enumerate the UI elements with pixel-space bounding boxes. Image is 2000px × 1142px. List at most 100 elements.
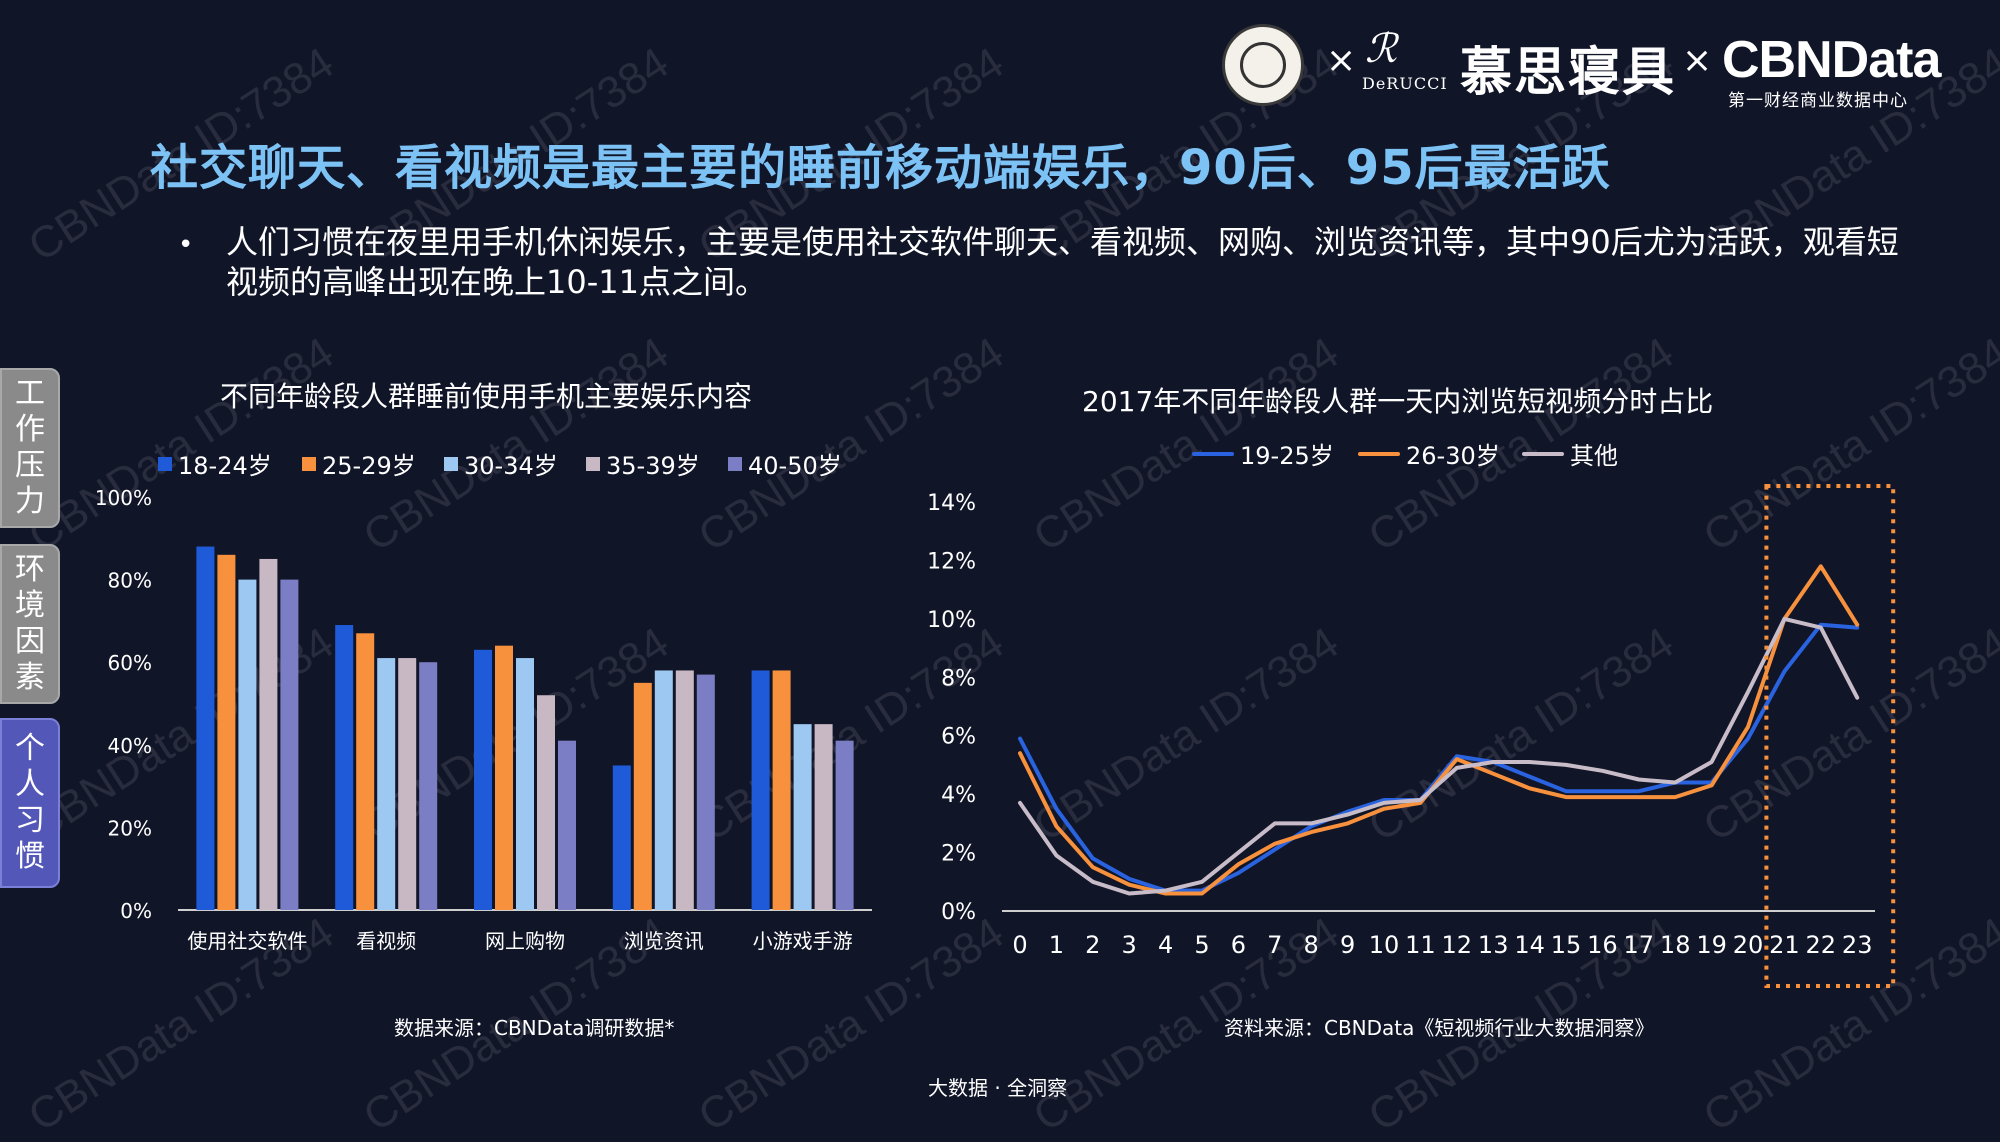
side-tab-char: 环 [15,552,45,587]
x-tick-label: 14 [1514,931,1545,959]
bar [259,558,278,910]
page-title: 社交聊天、看视频是最主要的睡前移动端娱乐，90后、95后最活跃 [150,140,1611,196]
legend-label: 19-25岁 [1240,442,1334,470]
bar [772,670,791,910]
bar [419,662,438,910]
line-chart-title: 2017年不同年龄段人群一天内浏览短视频分时占比 [1082,385,1714,418]
side-tab-char: 个 [15,731,45,766]
times-icon: × [1682,40,1713,81]
highlight-box [1764,484,1896,988]
side-tab-char: 工 [15,376,45,411]
legend-label: 25-29岁 [322,452,416,480]
side-tab-work-pressure[interactable]: 工 作 压 力 [0,368,60,528]
legend-swatch [158,456,172,471]
y-tick-label: 20% [108,816,152,840]
y-tick-label: 100% [95,486,152,510]
bar-chart-source: 数据来源：CBNData调研数据* [394,1016,675,1040]
x-tick-label: 23 [1842,931,1873,959]
legend-label: 30-34岁 [464,452,558,480]
legend-item: 26-30岁 [1358,436,1500,471]
y-tick-label: 10% [927,608,976,633]
x-tick-label: 19 [1696,931,1727,959]
legend-item: 35-39岁 [586,446,700,481]
line-chart-legend: 19-25岁 26-30岁 其他 [1192,436,1652,470]
bar [675,670,694,910]
times-icon: × [1326,40,1357,81]
derucci-logo-mark: ℛ [1365,26,1397,72]
legend-label: 40-50岁 [748,452,842,480]
y-tick-label: 40% [108,734,152,758]
side-tab-environment[interactable]: 环 境 因 素 [0,544,60,704]
bar [196,546,215,910]
x-tick-label: 4 [1158,931,1173,959]
side-tab-char: 压 [15,448,45,483]
side-tab-personal-habits[interactable]: 个 人 习 惯 [0,718,60,888]
side-tab-char: 力 [15,484,45,519]
bar [654,670,673,910]
x-tick-label: 1 [1049,931,1064,959]
x-tick-label: 使用社交软件 [187,929,307,953]
legend-label: 26-30岁 [1406,442,1500,470]
bar [356,633,375,910]
legend-item: 18-24岁 [158,446,272,481]
footer-slogan: 大数据 · 全洞察 [928,1076,1068,1100]
bar-chart-legend: 18-24岁 25-29岁 30-34岁 35-39岁 40-50岁 [158,446,878,480]
x-tick-label: 9 [1340,931,1355,959]
x-tick-label: 6 [1231,931,1246,959]
y-tick-label: 0% [120,899,152,923]
bullet-icon: • [178,230,194,260]
line-chart-source: 资料来源：CBNData《短视频行业大数据洞察》 [1224,1016,1655,1040]
bar [751,670,770,910]
x-tick-label: 16 [1587,931,1618,959]
bar [217,554,236,910]
cbndata-logo: CBNData [1722,31,1941,89]
x-tick-label: 21 [1769,931,1800,959]
bar [377,658,396,910]
y-tick-label: 80% [108,569,152,593]
legend-item: 19-25岁 [1192,436,1334,471]
x-tick-label: 15 [1551,931,1582,959]
line-chart: 0%2%4%6%8%10%12%14%0 1 2 3 4 5 6 7 8 9 10 11 12 13 14 1… [927,484,1896,988]
bar-chart-title: 不同年龄段人群睡前使用手机主要娱乐内容 [220,380,753,413]
x-tick-label: 小游戏手游 [753,929,853,953]
legend-swatch [1358,451,1400,456]
legend-swatch [1192,451,1234,456]
bar [537,695,555,910]
x-tick-label: 8 [1304,931,1319,959]
legend-swatch [728,456,742,471]
x-tick-label: 22 [1806,931,1837,959]
side-tab-char: 惯 [15,839,45,874]
y-tick-label: 6% [941,725,976,750]
bar-chart: 0% 20% 40% 60% 80% 100% 使用社交软件 看视频 网上购物 浏览资讯 小游戏手游 [95,486,872,953]
derucci-logo-text: DeRUCCI [1362,74,1448,93]
legend-label: 18-24岁 [178,452,272,480]
side-tab-char: 作 [15,412,45,447]
x-tick-label: 浏览资讯 [624,929,704,953]
bar [612,765,631,910]
x-tick-label: 11 [1405,931,1436,959]
side-tab-char: 人 [15,767,45,802]
x-tick-label: 网上购物 [485,929,565,953]
x-tick-label: 13 [1478,931,1509,959]
series-line [1018,622,1860,893]
bar [398,658,417,910]
bar [696,674,715,910]
bullet-text: 人们习惯在夜里用手机休闲娱乐，主要是使用社交软件聊天、看视频、网购、浏览资讯等，… [226,223,1899,301]
cbndata-subtitle: 第一财经商业数据中心 [1728,91,1908,111]
x-tick-label: 18 [1660,931,1691,959]
legend-item: 40-50岁 [728,446,842,481]
y-tick-label: 12% [927,549,976,574]
legend-swatch [586,456,600,471]
bar [814,724,833,910]
bar [558,740,576,910]
x-tick-label: 12 [1442,931,1473,959]
legend-item: 25-29岁 [302,446,416,481]
side-tab-char: 境 [15,588,45,623]
x-tick-label: 5 [1194,931,1209,959]
x-tick-label: 20 [1733,931,1764,959]
bar [793,724,812,910]
y-tick-label: 2% [941,842,976,867]
bar [835,740,854,910]
bar [238,579,257,910]
side-tab-char: 习 [15,803,45,838]
